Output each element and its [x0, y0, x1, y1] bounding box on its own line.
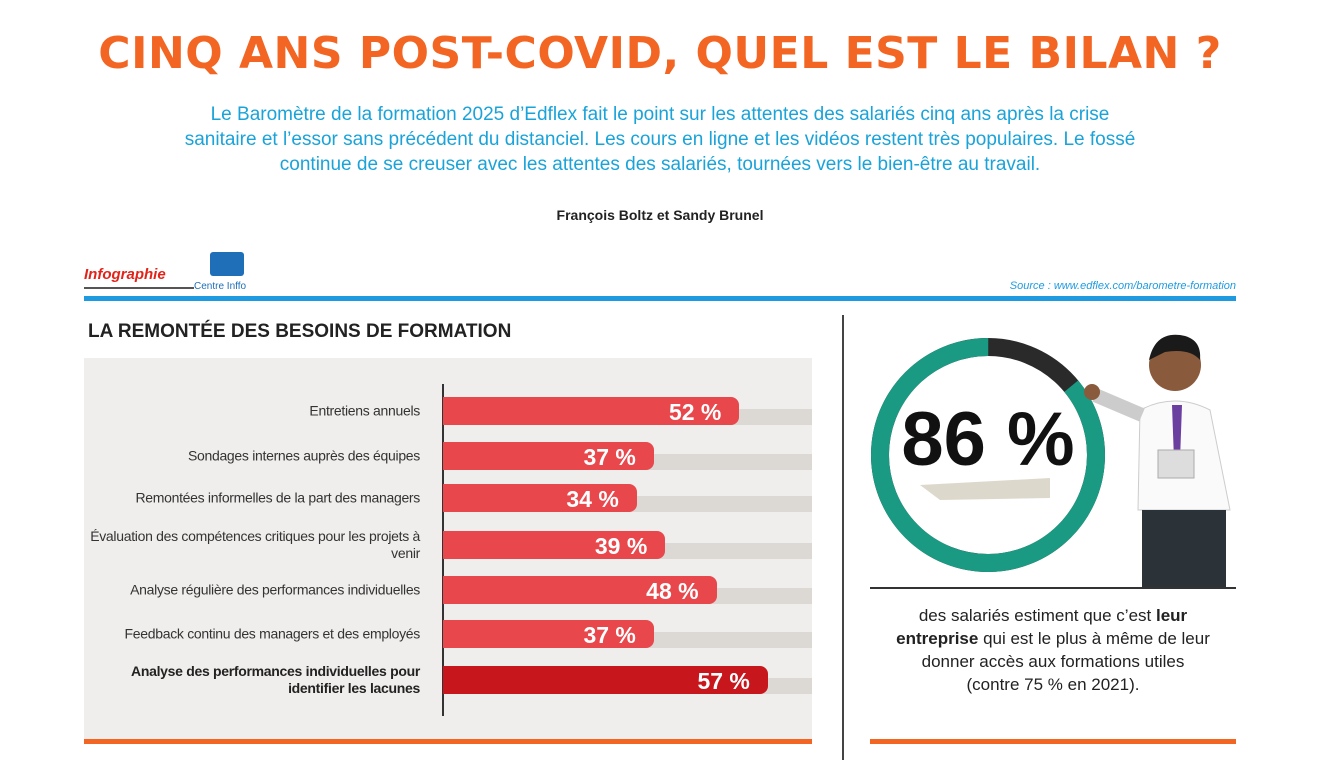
- text-bold: leur entreprise: [896, 606, 1188, 648]
- authors: François Boltz et Sandy Brunel: [556, 207, 764, 223]
- value-label: 48 %: [646, 578, 699, 604]
- figure: [1084, 334, 1231, 588]
- bar: 39 %: [443, 531, 666, 559]
- bar: 34 %: [443, 484, 637, 512]
- logo-icon: [210, 252, 244, 276]
- value-label: 37 %: [583, 622, 636, 648]
- stat-graphic: 86 %: [870, 334, 1236, 589]
- stat-value: 86 %: [901, 397, 1074, 482]
- stat-description: des salariés estiment que c’est leur ent…: [893, 604, 1213, 696]
- value-label: 57 %: [697, 668, 750, 694]
- bar: 48 %: [443, 576, 717, 604]
- ring-value: [871, 338, 1105, 572]
- value-label: 39 %: [594, 533, 648, 559]
- bar: 37 %: [443, 620, 654, 648]
- source: Source : www.edflex.com/barometre-format…: [1009, 280, 1236, 292]
- title: CINQ ANS POST-COVID, QUEL EST LE BILAN ?: [98, 28, 1222, 79]
- rule: [870, 739, 1236, 744]
- subtitle: Le Baromètre de la formation 2025 d’Edfl…: [184, 104, 1136, 175]
- chart-title: LA REMONTÉE DES BESOINS DE FORMATION: [88, 321, 512, 342]
- category-label: Évaluation des compétences critiques pou…: [90, 528, 420, 561]
- bar: 37 %: [443, 442, 654, 470]
- brand: Centre Inffo: [194, 281, 247, 292]
- bar: 57 %: [443, 666, 768, 694]
- value-label: 52 %: [668, 399, 722, 425]
- category-label: Feedback continu des managers et des emp…: [124, 625, 421, 642]
- category-label: Sondages internes auprès des équipes: [187, 447, 420, 464]
- category-label: Entretiens annuels: [309, 402, 420, 419]
- text: des salariés estiment que c’est: [918, 606, 1156, 625]
- rule: [84, 739, 812, 744]
- bar: 52 %: [443, 397, 740, 425]
- shadow: [920, 478, 1050, 500]
- category-label: Analyse régulière des performances indiv…: [130, 581, 420, 598]
- category-label: Analyse des performances individuelles p…: [131, 663, 420, 696]
- category-label: Remontées informelles de la part des man…: [135, 489, 420, 506]
- value-label: 37 %: [583, 444, 636, 470]
- rule: [84, 287, 194, 289]
- text: qui est le plus à même de leur donner ac…: [921, 629, 1210, 694]
- banner-label: Infographie: [84, 266, 166, 283]
- divider: [84, 296, 1236, 301]
- divider: [842, 315, 844, 760]
- value-label: 34 %: [566, 486, 619, 512]
